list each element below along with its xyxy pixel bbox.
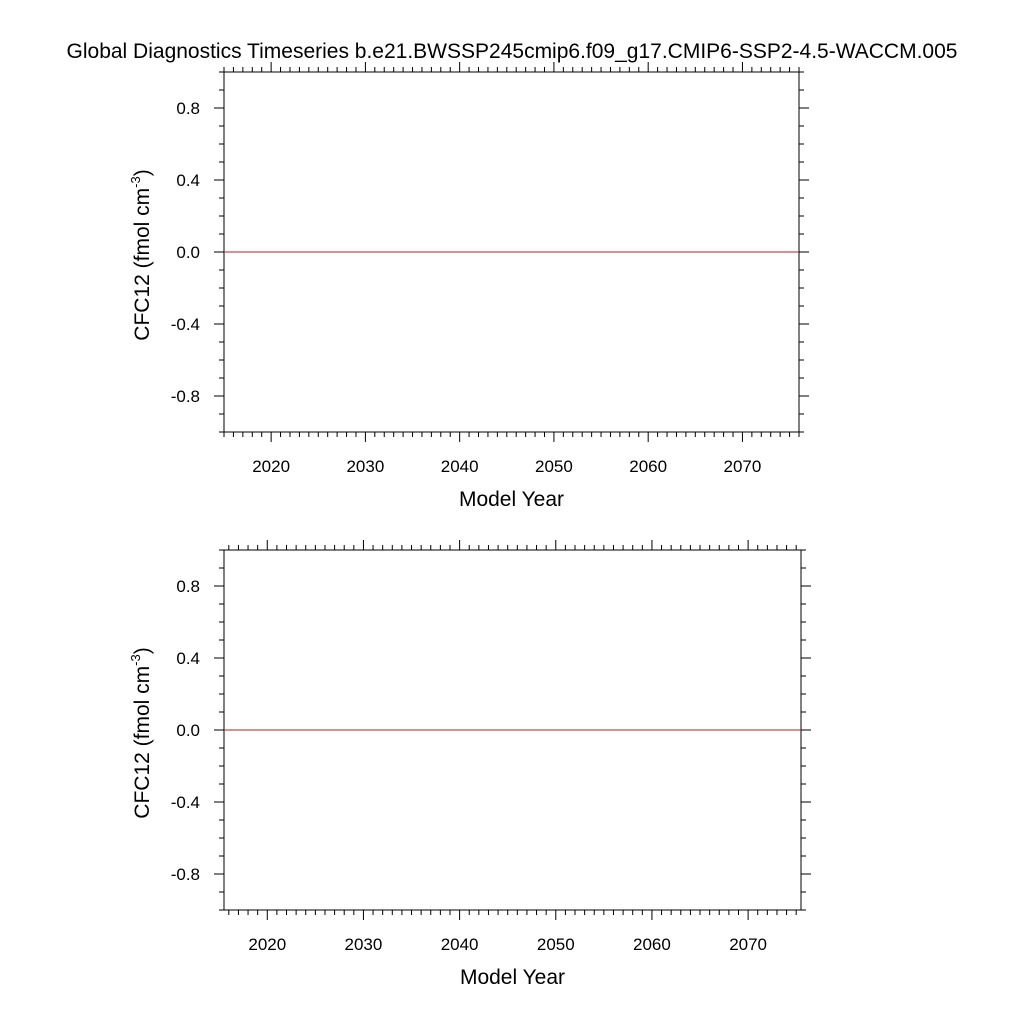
x-tick-label: 2070: [729, 935, 767, 954]
y-axis-label-main: CFC12 (fmol cm: [131, 666, 154, 819]
y-tick-label: -0.4: [171, 793, 200, 812]
y-axis-label-main: CFC12 (fmol cm: [131, 188, 154, 341]
x-tick-label: 2050: [537, 935, 575, 954]
x-tick-label: 2020: [252, 457, 290, 476]
x-axis-label: Model Year: [460, 966, 565, 989]
y-axis-label-close: ): [131, 647, 154, 654]
y-tick-label: -0.8: [171, 387, 200, 406]
x-tick-label: 2020: [248, 935, 286, 954]
y-tick-label: 0.0: [176, 721, 200, 740]
x-tick-label: 2050: [535, 457, 573, 476]
x-tick-label: 2060: [633, 935, 671, 954]
x-tick-label: 2070: [724, 457, 762, 476]
y-axis-label: CFC12 (fmol cm-3): [128, 169, 154, 340]
x-tick-label: 2030: [345, 935, 383, 954]
y-axis-label-superscript: -3: [128, 176, 143, 188]
y-tick-label: 0.8: [176, 99, 200, 118]
y-axis-label: CFC12 (fmol cm-3): [128, 647, 154, 818]
y-axis-label-superscript: -3: [128, 654, 143, 666]
x-tick-label: 2040: [441, 935, 479, 954]
y-tick-label: 0.4: [176, 171, 200, 190]
y-tick-label: 0.4: [176, 649, 200, 668]
y-axis-label-close: ): [131, 169, 154, 176]
panel-top: 2020 2030 2040 2050 2060 2070 0.8 0.4 0.0 -0.4 -0.…: [128, 62, 809, 511]
x-tick-label: 2040: [441, 457, 479, 476]
x-axis-label: Model Year: [459, 488, 564, 511]
y-tick-label: -0.8: [171, 865, 200, 884]
x-tick-label: 2060: [629, 457, 667, 476]
x-tick-label: 2030: [346, 457, 384, 476]
y-tick-label: 0.8: [176, 577, 200, 596]
panel-bottom: 2020 2030 2040 2050 2060 2070 0.8 0.4 0.0 -0.4 -0.…: [128, 540, 811, 989]
figure-title: Global Diagnostics Timeseries b.e21.BWSS…: [67, 40, 958, 63]
y-tick-label: 0.0: [176, 243, 200, 262]
y-tick-label: -0.4: [171, 315, 200, 334]
